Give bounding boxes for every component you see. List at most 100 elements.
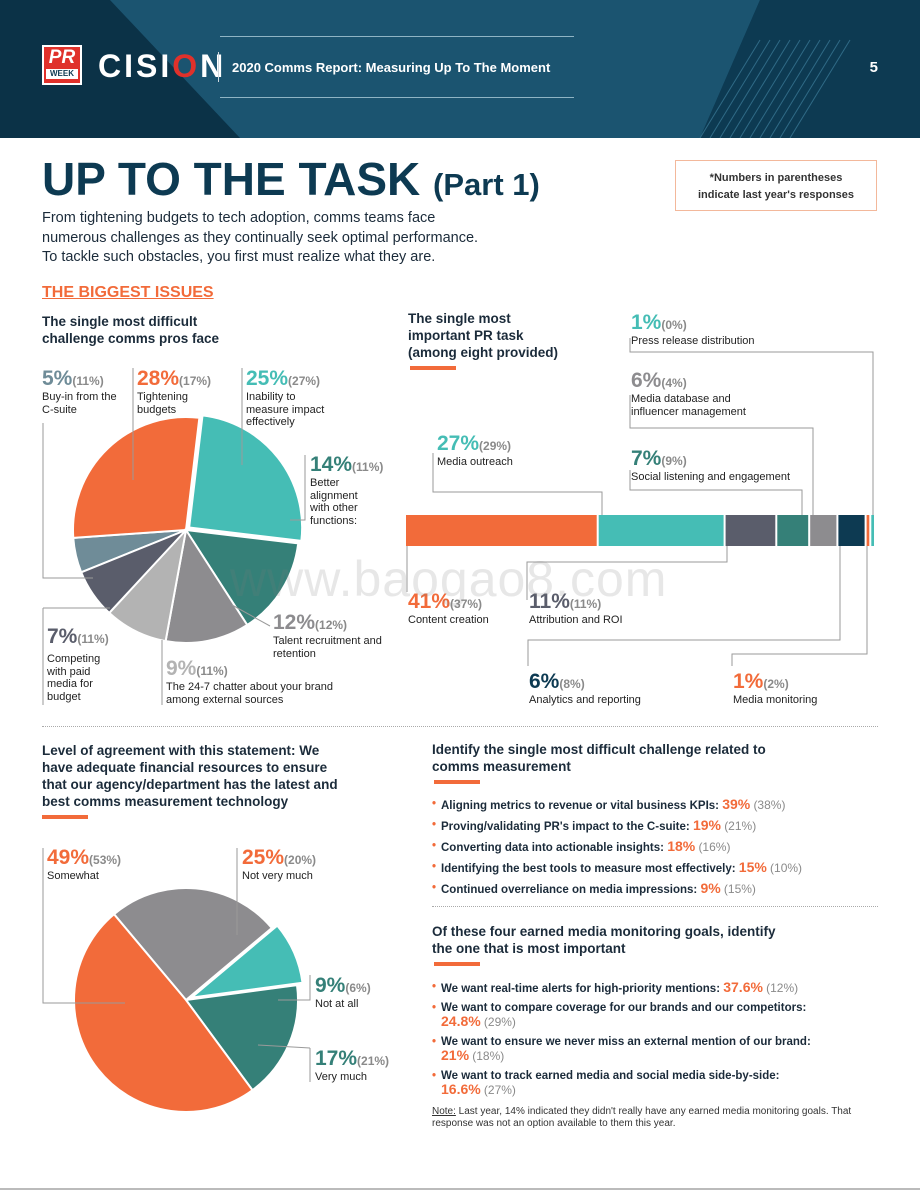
intro-line-3: To tackle such obstacles, you first must…: [42, 249, 436, 265]
pie1-prev: (11%): [72, 374, 104, 388]
intro-text: From tightening budgets to tech adoption…: [42, 209, 562, 268]
bar2-label-text: Analytics and reporting: [529, 694, 641, 706]
bar2-label-text: Media database and influencer management: [631, 393, 746, 418]
leader-alignment: [290, 455, 306, 521]
q2-heading-accent: [410, 366, 456, 370]
q5-heading-accent: [434, 962, 480, 966]
bar-segment-media-monitoring: [866, 515, 870, 546]
bar2-pct: 6%: [631, 369, 662, 392]
watermark: www.baogao8.com: [230, 551, 668, 607]
q4-list: • Aligning metrics to revenue or vital bu…: [432, 797, 882, 903]
pie1-prev: (11%): [77, 632, 109, 646]
pie1-label-text: Inability to measure impact effectively: [246, 391, 325, 428]
pie1-pct: 9%: [166, 657, 197, 680]
q5-heading-line-1: Of these four earned media monitoring go…: [432, 924, 776, 939]
header-rule-bottom: [220, 97, 574, 98]
bar-segment-media-outreach: [598, 515, 724, 546]
footnote: Note: Last year, 14% indicated they didn…: [432, 1106, 872, 1130]
pie3-prev: (6%): [345, 981, 371, 995]
pie-slice-competing-with-paid-media-for-budget: [79, 529, 187, 615]
bar2-label-text: Media monitoring: [733, 694, 818, 706]
bar2-prev: (8%): [559, 677, 585, 691]
pie-slice-very-much: [184, 984, 299, 1092]
footnote-text: Last year, 14% indicated they didn't rea…: [432, 1106, 852, 1129]
bar2-prev: (4%): [661, 376, 687, 390]
pie3-pct: 17%: [315, 1047, 358, 1070]
q5-heading: Of these four earned media monitoring go…: [432, 923, 776, 957]
report-title: 2020 Comms Report: Measuring Up To The M…: [232, 60, 551, 75]
bar2-label-text: Social listening and engagement: [631, 471, 791, 483]
pie3-prev: (21%): [357, 1054, 390, 1068]
pie-slice-inability-to-measure-impact-effectively: [188, 414, 304, 543]
pie1-label-text: Buy-in from the C-suite: [42, 391, 117, 416]
list-item: • Proving/validating PR's impact to the C…: [432, 817, 757, 833]
pie1-pct: 7%: [47, 625, 78, 648]
leader-press-release: [629, 338, 874, 515]
list-item: • We want to track earned media and socia…: [432, 1070, 780, 1097]
bar2-label-outreach: 27%(29%) Media outreach: [437, 432, 587, 469]
leader-analytics: [527, 546, 841, 666]
pie3-pct: 25%: [242, 846, 285, 869]
bar-segment-attribution-and-roi: [725, 515, 776, 546]
pie1-pct: 28%: [137, 367, 180, 390]
q5-list: • We want real-time alerts for high-prior…: [432, 979, 878, 1104]
leader-not-at-all: [278, 975, 311, 1001]
leader-social: [629, 470, 803, 515]
parentheses-note: *Numbers in parentheses indicate last ye…: [675, 160, 877, 211]
page-title-main: UP TO THE TASK: [42, 153, 421, 205]
pie1-pct: 14%: [310, 453, 353, 476]
bar-segment-press-release-distribution: [871, 515, 874, 546]
bar2-label-social: 7%(9%) Social listening and engagement: [631, 447, 821, 484]
bar2-prev: (29%): [479, 439, 512, 453]
bar2-label-attribution: 11%(11%) Attribution and ROI: [529, 590, 659, 627]
list-item: • Converting data into actionable insight…: [432, 838, 731, 854]
pie1-prev: (11%): [352, 460, 384, 474]
leader-somewhat: [42, 848, 125, 1004]
bar-segment-analytics-and-reporting: [838, 515, 865, 546]
pie1-label-text: Better alignment with other functions:: [310, 477, 358, 527]
list-item: • Identifying the best tools to measure m…: [432, 859, 803, 875]
bar-segment-media-database-and-influencer-management: [810, 515, 837, 546]
pie3-label-somewhat: 49%(53%) Somewhat: [47, 846, 167, 883]
page-header: PR WEEK CISION 2020 Comms Report: Measur…: [0, 0, 920, 138]
bar2-label-text: Press release distribution: [631, 335, 755, 347]
header-rule-top: [220, 36, 574, 37]
bar2-pct: 6%: [529, 670, 560, 693]
q3-heading: Level of agreement with this statement: …: [42, 742, 338, 810]
pie3-label-text: Not very much: [242, 870, 313, 882]
pie3-pct: 9%: [315, 974, 346, 997]
pie1-prev: (27%): [288, 374, 321, 388]
pie-slice-somewhat: [73, 912, 254, 1113]
bar2-pct: 1%: [631, 311, 662, 334]
leader-talent: [231, 604, 271, 627]
pie-slice-better-alignment-with-other-functions: [184, 528, 300, 627]
list-item: • We want to ensure we never miss an exte…: [432, 1036, 811, 1063]
q2-heading-line-3: (among eight provided): [408, 345, 558, 360]
pie3-prev: (53%): [89, 853, 122, 867]
header-background-shapes: [0, 0, 920, 138]
pie1-label-measure: 25%(27%) Inability to measure impact eff…: [246, 367, 356, 429]
note-line-1: *Numbers in parentheses: [709, 172, 843, 184]
page-number: 5: [869, 59, 878, 76]
list-item: • We want real-time alerts for high-prior…: [432, 979, 799, 995]
pie1-label-text: The 24-7 chatter about your brand among …: [166, 681, 333, 706]
pie1-pct: 12%: [273, 611, 316, 634]
section-divider: [42, 726, 878, 727]
list-item: • Continued overreliance on media impress…: [432, 880, 756, 896]
q2-heading-line-1: The single most: [408, 311, 511, 326]
pie1-label-text: Tightening budgets: [137, 391, 188, 416]
bar2-pct: 1%: [733, 670, 764, 693]
pie3-label-text: Somewhat: [47, 870, 99, 882]
list-item: • We want to compare coverage for our bra…: [432, 1002, 807, 1029]
q2-heading-line-2: important PR task: [408, 328, 524, 343]
pie1-label-text: Talent recruitment and retention: [273, 635, 382, 660]
bar2-label-content: 41%(37%) Content creation: [408, 590, 518, 627]
page-title: UP TO THE TASK (Part 1): [42, 152, 540, 206]
bar2-prev: (11%): [569, 597, 602, 611]
cision-logo: CISION: [98, 48, 227, 84]
pie3-label-text: Not at all: [315, 998, 359, 1010]
q1-heading-line-2: challenge comms pros face: [42, 331, 220, 346]
bar2-pct: 11%: [529, 590, 570, 613]
